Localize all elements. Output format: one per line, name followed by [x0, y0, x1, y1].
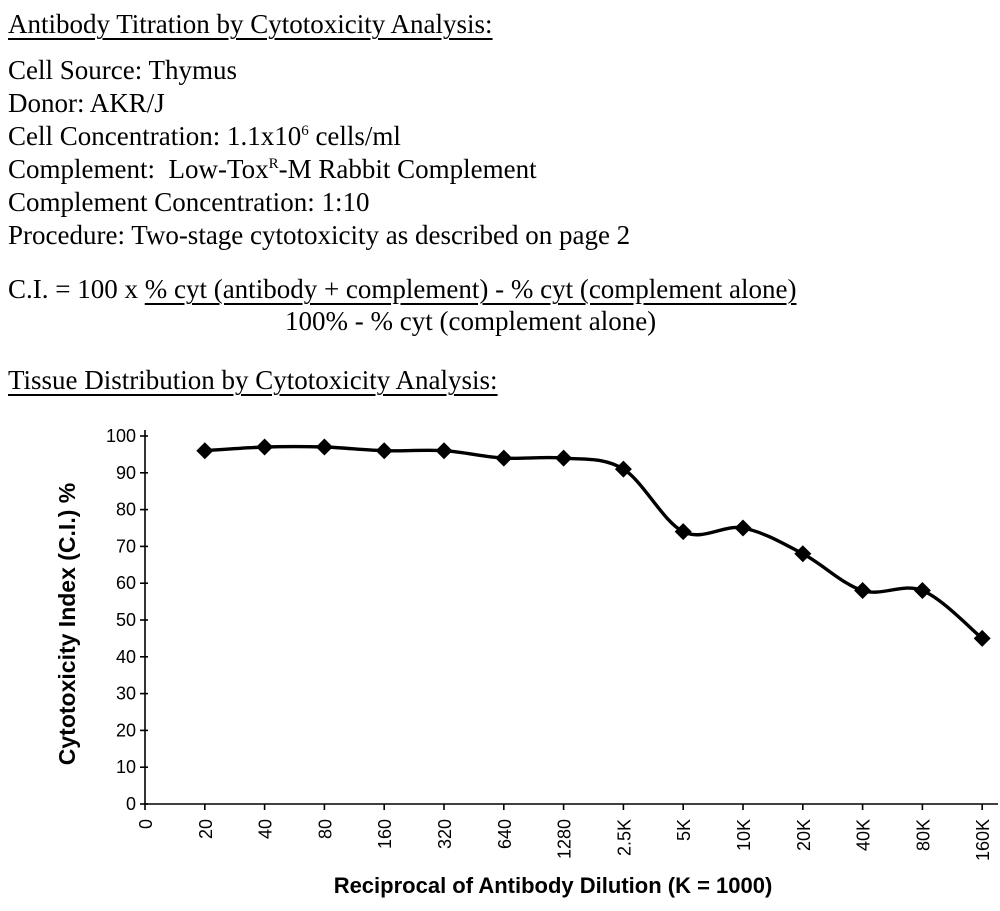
x-tick-label: 80K: [913, 819, 933, 851]
x-tick-label: 640: [495, 819, 515, 849]
data-point-marker: [375, 442, 393, 460]
heading-antibody-titration: Antibody Titration by Cytotoxicity Analy…: [8, 8, 1000, 41]
y-tick-label: 80: [116, 500, 136, 520]
info-donor: Donor: AKR/J: [8, 88, 165, 118]
x-axis-title: Reciprocal of Antibody Dilution (K = 100…: [334, 873, 773, 898]
formula-numerator: % cyt (antibody + complement) - % cyt (c…: [144, 274, 797, 304]
y-tick-label: 90: [116, 463, 136, 483]
data-point-marker: [913, 582, 931, 600]
x-tick-label: 80: [315, 819, 335, 839]
x-tick-label: 160: [375, 819, 395, 849]
heading-antibody-titration-text: Antibody Titration by Cytotoxicity Analy…: [8, 9, 493, 39]
y-tick-label: 20: [116, 720, 136, 740]
complement-pre: Complement: Low-Tox: [8, 154, 269, 184]
y-tick-label: 0: [126, 794, 136, 814]
complement-post: -M Rabbit Complement: [278, 154, 537, 184]
data-point-marker: [973, 629, 991, 647]
data-point-marker: [854, 582, 872, 600]
chart-plot: 0 10 20 30 40 50 60 70 80 90 100 0 20 40 80 160 320 640 12…: [106, 426, 998, 861]
x-tick-label: 20: [196, 819, 216, 839]
info-procedure: Procedure: Two-stage cytotoxicity as des…: [8, 220, 631, 250]
x-tick-label: 2.5K: [614, 819, 634, 856]
formula-lhs: C.I. = 100 x: [8, 274, 145, 304]
cell-concentration-exponent: 6: [301, 123, 309, 139]
data-point-marker: [794, 545, 812, 563]
chart-container: 0 10 20 30 40 50 60 70 80 90 100 0 20 40 80 160 320 640 12…: [8, 415, 1000, 910]
data-point-marker: [555, 449, 573, 467]
y-tick-label: 60: [116, 573, 136, 593]
assay-info-block: Cell Source: Thymus Donor: AKR/J Cell Co…: [8, 54, 1000, 252]
formula-denominator: 100% - % cyt (complement alone): [285, 306, 657, 336]
data-point-marker: [315, 438, 333, 456]
x-tick-label: 320: [435, 819, 455, 849]
titration-chart: 0 10 20 30 40 50 60 70 80 90 100 0 20 40 80 160 320 640 12…: [54, 426, 998, 898]
info-complement: Complement: Low-ToxR-M Rabbit Complement: [8, 153, 1000, 186]
y-tick-label: 30: [116, 684, 136, 704]
registered-mark: R: [268, 156, 279, 172]
heading-tissue-distribution: Tissue Distribution by Cytotoxicity Anal…: [8, 364, 1000, 397]
x-tick-label: 1280: [555, 819, 575, 859]
x-tick-label: 5K: [674, 819, 694, 841]
info-complement-concentration: Complement Concentration: 1:10: [8, 187, 370, 217]
data-point-marker: [196, 442, 214, 460]
data-point-marker: [495, 449, 513, 467]
y-axis-title: Cytotoxicity Index (C.I.) %: [54, 483, 80, 765]
data-point-marker: [256, 438, 274, 456]
data-point-marker: [614, 460, 632, 478]
cell-concentration-post: cells/ml: [308, 121, 401, 151]
formula-fraction: % cyt (antibody + complement) - % cyt (c…: [145, 273, 797, 337]
y-tick-label: 50: [116, 610, 136, 630]
data-point-marker: [435, 442, 453, 460]
series-line: [203, 444, 984, 641]
x-tick-label: 0: [136, 819, 156, 829]
x-tick-label: 10K: [734, 819, 754, 851]
cell-concentration-pre: Cell Concentration: 1.1x10: [8, 121, 302, 151]
y-tick-label: 10: [116, 757, 136, 777]
info-cell-concentration: Cell Concentration: 1.1x106 cells/ml: [8, 120, 1000, 153]
x-tick-label: 40: [256, 819, 276, 839]
x-tick-label: 20K: [794, 819, 814, 851]
heading-tissue-distribution-text: Tissue Distribution by Cytotoxicity Anal…: [8, 365, 498, 395]
data-point-marker: [674, 523, 692, 541]
x-tick-label: 160K: [973, 819, 993, 861]
ci-formula: C.I. = 100 x % cyt (antibody + complemen…: [8, 273, 1000, 337]
info-cell-source: Cell Source: Thymus: [8, 55, 237, 85]
x-tick-label: 40K: [854, 819, 874, 851]
y-tick-label: 100: [106, 426, 136, 446]
y-tick-label: 70: [116, 536, 136, 556]
data-point-marker: [734, 519, 752, 537]
y-tick-label: 40: [116, 647, 136, 667]
